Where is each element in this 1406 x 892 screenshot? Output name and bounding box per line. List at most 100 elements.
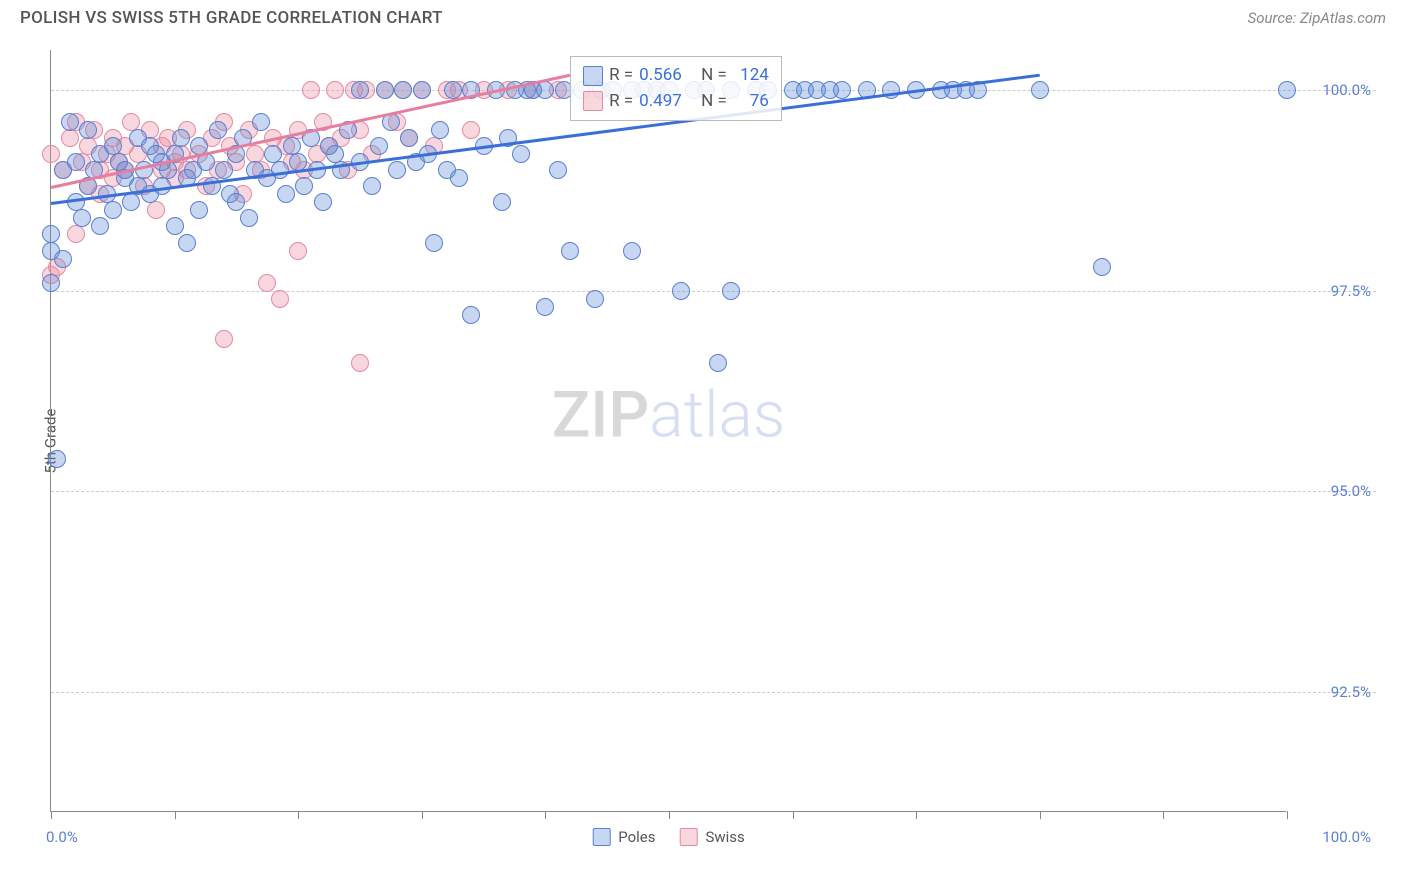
y-tick-label: 100.0% <box>1291 81 1371 99</box>
poles-swatch-icon <box>592 828 610 846</box>
poles-point <box>122 193 140 211</box>
watermark: ZIPatlas <box>552 378 786 453</box>
legend-item-poles: Poles <box>592 828 655 846</box>
poles-point <box>450 169 468 187</box>
poles-point <box>536 81 554 99</box>
watermark-part2: atlas <box>649 378 785 453</box>
swiss-swatch-icon <box>679 828 697 846</box>
stat-label: R = <box>609 63 633 89</box>
swiss-point <box>147 201 165 219</box>
stat-label: N = <box>701 63 727 89</box>
poles-point <box>104 201 122 219</box>
poles-point <box>351 81 369 99</box>
watermark-part1: ZIP <box>552 378 650 453</box>
swiss-point <box>258 274 276 292</box>
poles-point <box>400 129 418 147</box>
y-tick-label: 95.0% <box>1291 482 1371 500</box>
poles-point <box>91 217 109 235</box>
x-tick <box>669 811 670 819</box>
poles-point <box>42 274 60 292</box>
grid-line <box>51 692 1376 693</box>
poles-point <box>61 113 79 131</box>
poles-point <box>79 121 97 139</box>
poles-point <box>425 234 443 252</box>
poles-point <box>370 137 388 155</box>
poles-point <box>178 234 196 252</box>
poles-point <box>215 161 233 179</box>
poles-point <box>1093 258 1111 276</box>
poles-point <box>388 161 406 179</box>
swiss-point <box>326 81 344 99</box>
swiss-point <box>289 242 307 260</box>
x-tick <box>545 811 546 819</box>
poles-point <box>54 250 72 268</box>
swiss-point <box>61 129 79 147</box>
poles-point <box>227 193 245 211</box>
poles-point <box>73 209 91 227</box>
x-tick <box>1163 811 1164 819</box>
poles-point <box>166 217 184 235</box>
poles-point <box>172 129 190 147</box>
poles-point <box>376 81 394 99</box>
stat-value: 0.566 <box>639 63 695 89</box>
swiss-point <box>271 290 289 308</box>
stat-label: N = <box>701 89 727 115</box>
x-tick <box>175 811 176 819</box>
stats-row: R =0.497N = 76 <box>583 89 769 115</box>
poles-point <box>586 290 604 308</box>
swiss-point <box>462 121 480 139</box>
chart-container: 5th Grade ZIPatlas 0.0% 100.0% PolesSwis… <box>50 50 1376 832</box>
grid-line <box>51 491 1376 492</box>
stats-row: R =0.566N =124 <box>583 63 769 89</box>
stats-box: R =0.566N =124R =0.497N = 76 <box>570 56 782 121</box>
x-tick <box>1287 811 1288 819</box>
grid-line <box>51 291 1376 292</box>
x-tick <box>793 811 794 819</box>
poles-point <box>431 121 449 139</box>
swiss-point <box>42 145 60 163</box>
swiss-swatch-icon <box>583 91 603 111</box>
poles-point <box>623 242 641 260</box>
stat-value: 0.497 <box>639 89 695 115</box>
poles-point <box>209 121 227 139</box>
chart-title: POLISH VS SWISS 5TH GRADE CORRELATION CH… <box>20 8 443 28</box>
poles-point <box>394 81 412 99</box>
poles-point <box>190 201 208 219</box>
poles-point <box>1278 81 1296 99</box>
poles-point <box>722 282 740 300</box>
poles-point <box>672 282 690 300</box>
chart-header: POLISH VS SWISS 5TH GRADE CORRELATION CH… <box>0 0 1406 32</box>
poles-point <box>277 185 295 203</box>
swiss-point <box>302 81 320 99</box>
poles-point <box>252 113 270 131</box>
y-tick-label: 92.5% <box>1291 683 1371 701</box>
poles-point <box>709 354 727 372</box>
x-tick <box>1040 811 1041 819</box>
swiss-point <box>215 330 233 348</box>
poles-point <box>493 193 511 211</box>
poles-point <box>67 153 85 171</box>
poles-point <box>444 81 462 99</box>
y-tick-label: 97.5% <box>1291 282 1371 300</box>
legend: Poles Swiss <box>592 828 745 846</box>
x-tick <box>298 811 299 819</box>
x-axis-label-max: 100.0% <box>1322 828 1371 846</box>
poles-point <box>536 298 554 316</box>
poles-point <box>240 209 258 227</box>
x-tick <box>422 811 423 819</box>
swiss-point <box>67 225 85 243</box>
poles-point <box>295 177 313 195</box>
x-axis-label-min: 0.0% <box>46 828 78 846</box>
poles-point <box>271 161 289 179</box>
stat-value: 124 <box>733 63 769 89</box>
poles-point <box>48 450 66 468</box>
stat-label: R = <box>609 89 633 115</box>
poles-point <box>413 81 431 99</box>
x-tick <box>51 811 52 819</box>
poles-point <box>1031 81 1049 99</box>
x-tick <box>916 811 917 819</box>
poles-point <box>549 161 567 179</box>
legend-item-swiss: Swiss <box>679 828 744 846</box>
poles-point <box>363 177 381 195</box>
source-attribution: Source: ZipAtlas.com <box>1248 9 1386 27</box>
